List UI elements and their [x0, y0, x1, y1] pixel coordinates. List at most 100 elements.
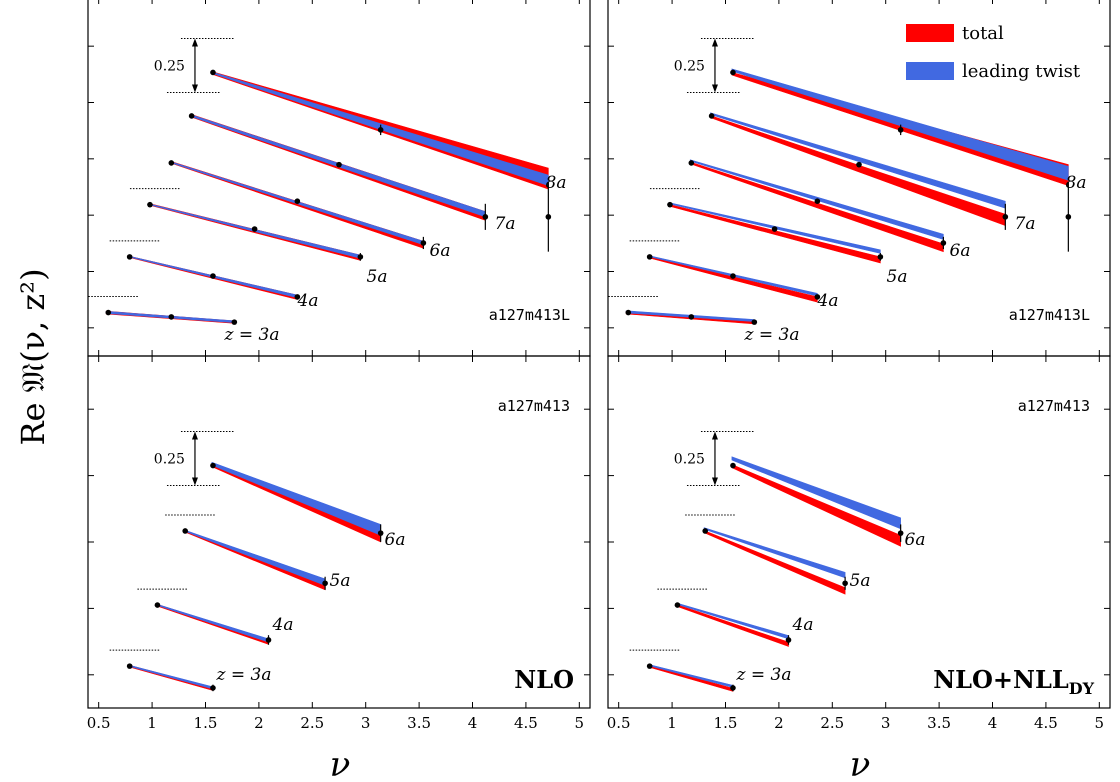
scale-bar-arrowhead-down: [711, 84, 718, 93]
scale-bar-label: 0.25: [674, 452, 705, 468]
scale-bar-label: 0.25: [154, 452, 185, 468]
curve-label: 5a: [887, 267, 908, 287]
method-label: NLO+NLLDY: [933, 665, 1094, 698]
data-point: [420, 240, 427, 246]
curve-label: 4a: [817, 291, 839, 311]
x-tick-label: 3.5: [927, 714, 951, 732]
panel-top-right: 0.25 z = 3a 4a 5a 6a 7a 8a a127m413L: [607, 0, 1111, 357]
curve-label: 6a: [430, 241, 451, 261]
data-point: [688, 314, 695, 320]
data-point: [126, 254, 133, 260]
panel-frame: [607, 0, 1111, 357]
curve-label: 5a: [850, 571, 871, 591]
x-tick-label: 1: [147, 714, 157, 732]
data-point: [814, 198, 821, 204]
total-band-2: [703, 530, 846, 595]
curve-label: 5a: [367, 267, 388, 287]
curve-label: 4a: [272, 615, 294, 635]
data-point: [168, 160, 175, 166]
curve-label: 4a: [297, 291, 319, 311]
data-point: [1002, 214, 1009, 220]
scale-bar-arrowhead-down: [191, 477, 198, 486]
x-tick-label: 2: [774, 714, 784, 732]
data-point: [188, 113, 195, 119]
curve-label: 7a: [1015, 214, 1036, 234]
leading-twist-band-0: [128, 664, 214, 690]
data-point: [897, 530, 904, 536]
curve-label: 5a: [330, 571, 351, 591]
data-point: [377, 127, 384, 133]
curve-label: 6a: [385, 530, 406, 550]
data-point: [231, 319, 238, 325]
curve-label: z = 3a: [216, 665, 272, 685]
x-tick-label: 5: [575, 714, 585, 732]
leading-twist-band-3: [731, 456, 901, 530]
data-point: [357, 254, 364, 260]
data-point: [771, 226, 778, 232]
legend-swatch: [906, 24, 954, 42]
leading-twist-band-3: [211, 461, 381, 536]
ensemble-label: a127m413L: [489, 306, 570, 324]
panel-top-left: 0.25 z = 3a 4a 5a 6a 7a 8a a127m413L: [87, 0, 591, 357]
leading-twist-band-4: [710, 112, 1006, 209]
data-point: [126, 663, 133, 669]
panel-bottom-left: 0.5 1 1.5 2 2.5 3 3.5 4 4.5 5 0.25 z = 3a 4a 5a 6a a127…: [87, 355, 591, 732]
x-tick-label: 0.5: [87, 714, 111, 732]
panel-frame: [87, 355, 591, 709]
legend-label: total: [962, 23, 1004, 44]
curve-label: z = 3a: [736, 665, 792, 685]
scale-bar-arrowhead-down: [191, 84, 198, 93]
x-tick-label: 1: [667, 714, 677, 732]
data-point: [646, 663, 653, 669]
data-point: [674, 602, 681, 608]
panel-frame: [87, 0, 591, 357]
data-point: [182, 528, 188, 534]
data-point: [877, 254, 884, 260]
data-point: [482, 214, 489, 220]
x-tick-label: 0.5: [607, 714, 631, 732]
curve-label: 4a: [792, 615, 814, 635]
legend-label: leading twist: [962, 61, 1081, 82]
data-point: [730, 69, 736, 76]
data-point: [897, 127, 904, 133]
curve-label: 6a: [905, 530, 926, 550]
data-point: [940, 240, 947, 246]
data-point: [730, 462, 736, 469]
data-point: [336, 161, 342, 168]
x-tick-label: 2.5: [300, 714, 324, 732]
leading-twist-band-2: [703, 527, 846, 579]
data-point: [667, 201, 673, 208]
x-tick-label: 4: [468, 714, 478, 732]
total-band-1: [676, 604, 789, 647]
scale-bar-arrowhead-up: [191, 431, 198, 440]
curve-label: 6a: [950, 241, 971, 261]
data-point: [702, 528, 708, 534]
data-point: [210, 685, 216, 691]
data-point: [294, 294, 301, 300]
data-point: [730, 685, 736, 691]
x-tick-label: 4.5: [514, 714, 538, 732]
data-point: [265, 637, 272, 643]
data-point: [856, 161, 862, 168]
data-point: [210, 462, 216, 469]
scale-bar-arrowhead-up: [711, 431, 718, 440]
ensemble-label: a127m413: [1018, 397, 1090, 415]
scale-bar-label: 0.25: [674, 58, 705, 74]
x-tick-label: 3: [361, 714, 371, 732]
legend: total leading twist: [906, 23, 1081, 82]
leading-twist-band-2: [183, 529, 326, 586]
curve-label: 8a: [1066, 173, 1087, 193]
scale-bar-label: 0.25: [154, 58, 185, 74]
leading-twist-band-1: [676, 602, 789, 640]
curve-label: 8a: [546, 173, 567, 193]
data-point: [105, 309, 112, 316]
leading-twist-band-1: [156, 603, 269, 643]
data-point: [294, 198, 301, 204]
x-tick-label: 5: [1095, 714, 1105, 732]
data-point: [708, 113, 715, 119]
total-band-3: [731, 464, 901, 547]
scale-bar-arrowhead-down: [711, 477, 718, 486]
x-tick-label: 1.5: [194, 714, 218, 732]
ensemble-label: a127m413L: [1009, 306, 1090, 324]
